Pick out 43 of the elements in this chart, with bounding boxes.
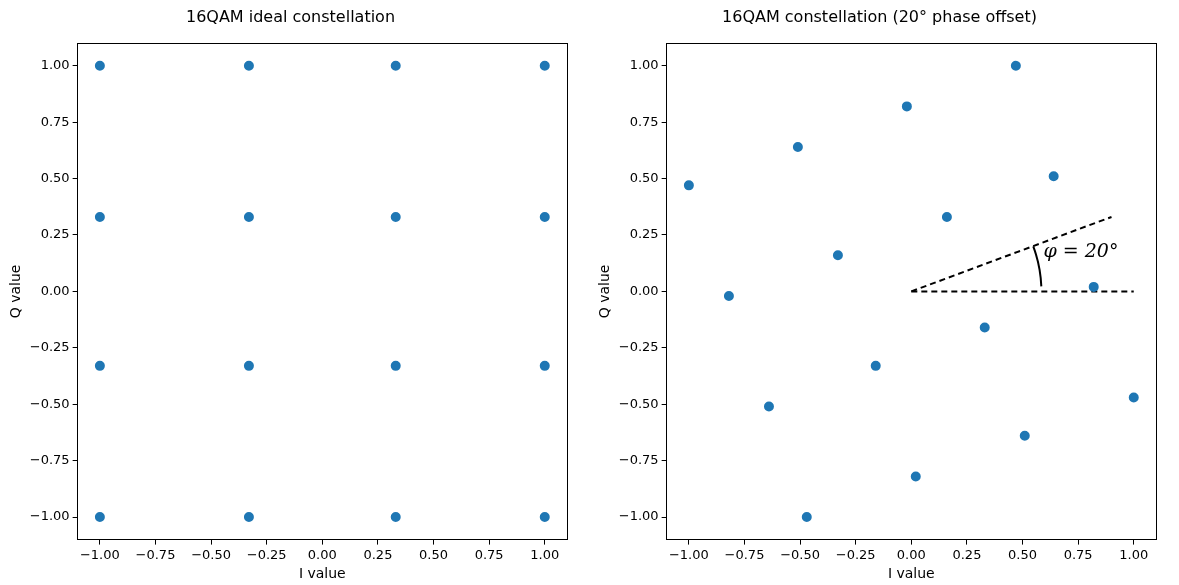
x-tick-label: −0.50: [191, 546, 232, 562]
x-tick-label: −0.25: [835, 546, 876, 562]
y-tick-label: −0.75: [618, 452, 659, 467]
x-tick-label: 1.00: [530, 546, 560, 562]
y-axis-title: Q value: [596, 264, 613, 319]
x-tick-label: 0.50: [419, 546, 449, 562]
y-tick-label: −0.50: [618, 395, 659, 411]
y-tick-label: 0.25: [629, 226, 659, 242]
y-tick-label: −1.00: [29, 508, 70, 524]
y-tick-label: −0.75: [29, 452, 70, 467]
x-tick-label: −1.00: [668, 546, 709, 562]
x-tick-label: 0.75: [474, 546, 504, 562]
chart-title: 16QAM constellation (20° phase offset): [722, 6, 1037, 26]
y-axis-title: Q value: [7, 264, 24, 319]
y-tick-label: 1.00: [40, 57, 70, 73]
x-tick-label: 0.75: [1063, 546, 1093, 562]
x-tick-label: 0.25: [952, 546, 982, 562]
y-tick-label: 0.75: [40, 113, 70, 129]
y-tick-label: −0.50: [29, 395, 70, 411]
x-tick-label: −0.75: [135, 546, 176, 562]
x-tick-label: 0.25: [363, 546, 393, 562]
x-tick-label: −0.50: [780, 546, 821, 562]
y-tick-label: −0.25: [29, 339, 70, 355]
x-tick-label: 0.00: [896, 546, 926, 562]
y-tick-label: 0.00: [629, 282, 659, 298]
x-tick-label: 1.00: [1119, 546, 1149, 562]
y-tick-label: 0.00: [40, 282, 70, 298]
x-tick-label: −0.25: [246, 546, 287, 562]
x-tick-label: −1.00: [79, 546, 120, 562]
y-tick-label: 0.50: [40, 169, 70, 185]
x-tick-label: 0.00: [307, 546, 337, 562]
y-tick-label: 1.00: [629, 57, 659, 73]
x-axis-title: I value: [298, 565, 346, 582]
y-tick-label: −0.25: [618, 339, 659, 355]
y-tick-label: −1.00: [618, 508, 659, 524]
x-axis-title: I value: [887, 565, 935, 582]
chart-title: 16QAM ideal constellation: [185, 6, 396, 26]
x-tick-label: −0.75: [724, 546, 765, 562]
annotation: φ = 20°: [1043, 238, 1119, 261]
y-tick-label: 0.50: [629, 169, 659, 185]
x-tick-label: 0.50: [1008, 546, 1038, 562]
y-tick-label: 0.75: [629, 113, 659, 129]
y-tick-label: 0.25: [40, 226, 70, 242]
